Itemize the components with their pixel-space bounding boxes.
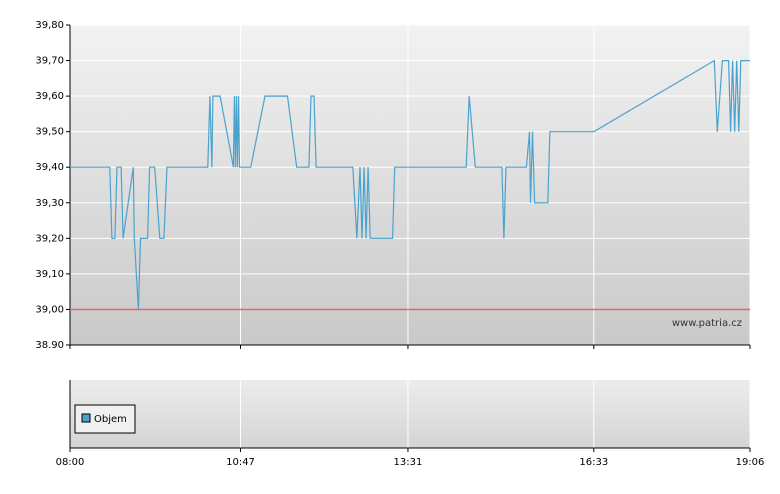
y-tick-label: 39,60 [35, 91, 64, 102]
price-line [70, 59, 750, 310]
y-tick-label: 39,80 [35, 20, 64, 31]
y-tick-label: 39,00 [35, 304, 64, 315]
x-tick-label: 10:47 [226, 457, 255, 468]
y-tick-label: 39,70 [35, 56, 64, 67]
x-tick-label: 08:00 [56, 457, 85, 468]
y-tick-label: 39,30 [35, 198, 64, 209]
legend-swatch [81, 413, 91, 423]
volume-area [70, 380, 750, 448]
y-tick-label: 39,10 [35, 269, 64, 280]
volume-legend: Objem [74, 404, 136, 434]
x-tick-label: 13:31 [394, 457, 423, 468]
y-tick-label: 39,50 [35, 127, 64, 138]
y-tick-label: 39,40 [35, 162, 64, 173]
x-tick-label: 19:06 [736, 457, 765, 468]
y-tick-label: 38.90 [35, 340, 64, 351]
x-tick-label: 16:33 [579, 457, 608, 468]
legend-label: Objem [94, 414, 127, 425]
plot-area [70, 25, 750, 345]
watermark: www.patria.cz [672, 318, 742, 329]
y-tick-label: 39,20 [35, 233, 64, 244]
